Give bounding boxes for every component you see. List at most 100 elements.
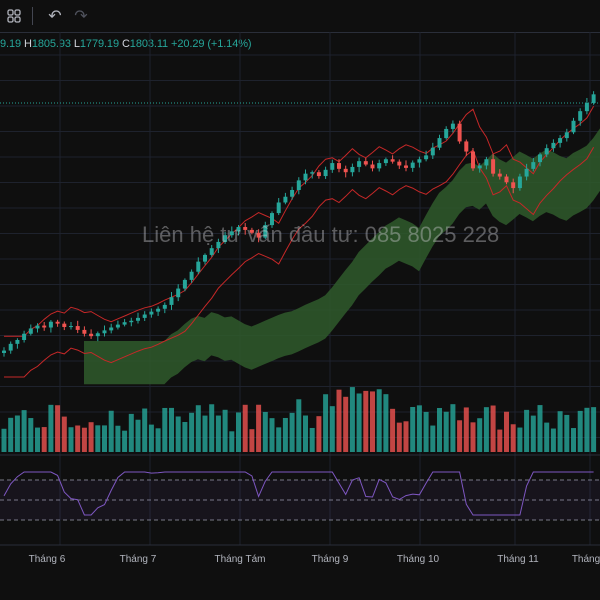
volume-bar [564, 414, 570, 452]
undo-icon[interactable]: ↶ [48, 8, 62, 25]
volume-bar [276, 427, 282, 452]
rsi-panel [0, 471, 600, 521]
candle-body [189, 271, 194, 280]
candle-body [2, 350, 6, 353]
candle-body [363, 161, 368, 165]
ohlc-legend: 9.19 H1805.93 L1779.19 C1803.11 +20.29 (… [0, 38, 252, 50]
redo-icon[interactable]: ↷ [74, 8, 88, 25]
volume-bar [148, 424, 154, 452]
volume-bar [383, 394, 389, 452]
volume-bar [81, 427, 87, 452]
candle-body [8, 343, 13, 351]
ohlc-close-label: C [121, 38, 130, 50]
volume-bar [343, 396, 349, 452]
volume-bar [477, 418, 483, 452]
candle-body [102, 330, 107, 334]
candle-body [544, 148, 549, 155]
candle-body [444, 128, 449, 139]
x-tick-label: Tháng [572, 554, 600, 565]
volume-bar [336, 389, 342, 452]
candle-body [296, 180, 301, 190]
candle-body [477, 165, 482, 169]
candle-body [136, 317, 140, 321]
candle-body [156, 308, 161, 312]
volume-bar [437, 407, 442, 452]
candle-body [558, 138, 563, 143]
volume-bar [396, 422, 402, 452]
candle-body [316, 172, 321, 177]
volume-bar [577, 410, 583, 452]
volume-bar [256, 404, 262, 452]
x-tick-label: Tháng 7 [120, 554, 157, 565]
volume-bar [155, 428, 161, 452]
candle-body [383, 159, 388, 164]
ichimoku-cloud [84, 128, 600, 385]
volume-bars [1, 387, 597, 452]
candle-body [89, 333, 94, 337]
grid-icon[interactable] [2, 4, 26, 28]
volume-bar [457, 420, 463, 452]
candle-body [377, 163, 382, 169]
volume-bar [269, 418, 275, 452]
volume-bar [122, 430, 128, 452]
volume-bar [430, 425, 436, 452]
toolbar-separator [32, 7, 33, 25]
volume-bar [222, 409, 228, 452]
candle-body [390, 159, 395, 162]
candle-body [450, 123, 455, 129]
candle-body [330, 163, 335, 170]
volume-bar [209, 404, 215, 452]
volume-bar [303, 415, 308, 452]
volume-bar [68, 427, 74, 452]
candle-body [69, 326, 73, 328]
candle-body [424, 155, 429, 160]
candle-body [62, 323, 67, 328]
candle-body [350, 166, 355, 173]
candle-body [584, 102, 589, 112]
volume-bar [403, 421, 409, 452]
volume-bar [390, 408, 396, 452]
x-tick-label: Tháng Tám [215, 554, 266, 565]
cloud-area [84, 128, 600, 385]
volume-bar [537, 405, 543, 452]
candle-body [310, 172, 315, 174]
volume-bar [102, 425, 107, 452]
candle-body [517, 176, 522, 189]
candle-body [290, 190, 295, 197]
candle-body [223, 235, 228, 242]
ohlc-change: +20.29 (+1.14%) [171, 38, 252, 50]
candles [2, 91, 596, 357]
candle-body [243, 227, 248, 230]
candle-body [370, 164, 375, 169]
candle-body [15, 340, 20, 344]
candle-body [511, 182, 516, 189]
volume-bar [95, 425, 101, 452]
candle-body [142, 314, 147, 318]
candle-body [404, 165, 408, 168]
candle-body [323, 169, 328, 177]
volume-bar [410, 406, 416, 452]
candle-body [497, 173, 502, 177]
volume-bar [282, 417, 288, 452]
candle-body [538, 154, 542, 163]
volume-bar [296, 399, 302, 452]
volume-bar [135, 419, 141, 452]
candle-body [343, 168, 348, 173]
candle-body [256, 232, 261, 238]
volume-bar [115, 425, 121, 452]
candle-body [209, 248, 214, 255]
volume-bar [517, 427, 523, 452]
volume-bar [249, 429, 255, 452]
volume-bar [524, 409, 530, 452]
candle-body [122, 322, 127, 325]
candle-body [169, 297, 174, 305]
volume-bar [14, 415, 20, 452]
x-axis: Tháng 6 Tháng 7 Tháng Tám Tháng 9 Tháng 10 Th… [29, 554, 600, 565]
volume-bar [202, 415, 208, 452]
x-tick-label: Tháng 11 [497, 554, 539, 565]
volume-bar [450, 404, 456, 452]
candle-body [337, 163, 341, 169]
volume-bar [329, 406, 335, 452]
volume-bar [490, 405, 496, 452]
